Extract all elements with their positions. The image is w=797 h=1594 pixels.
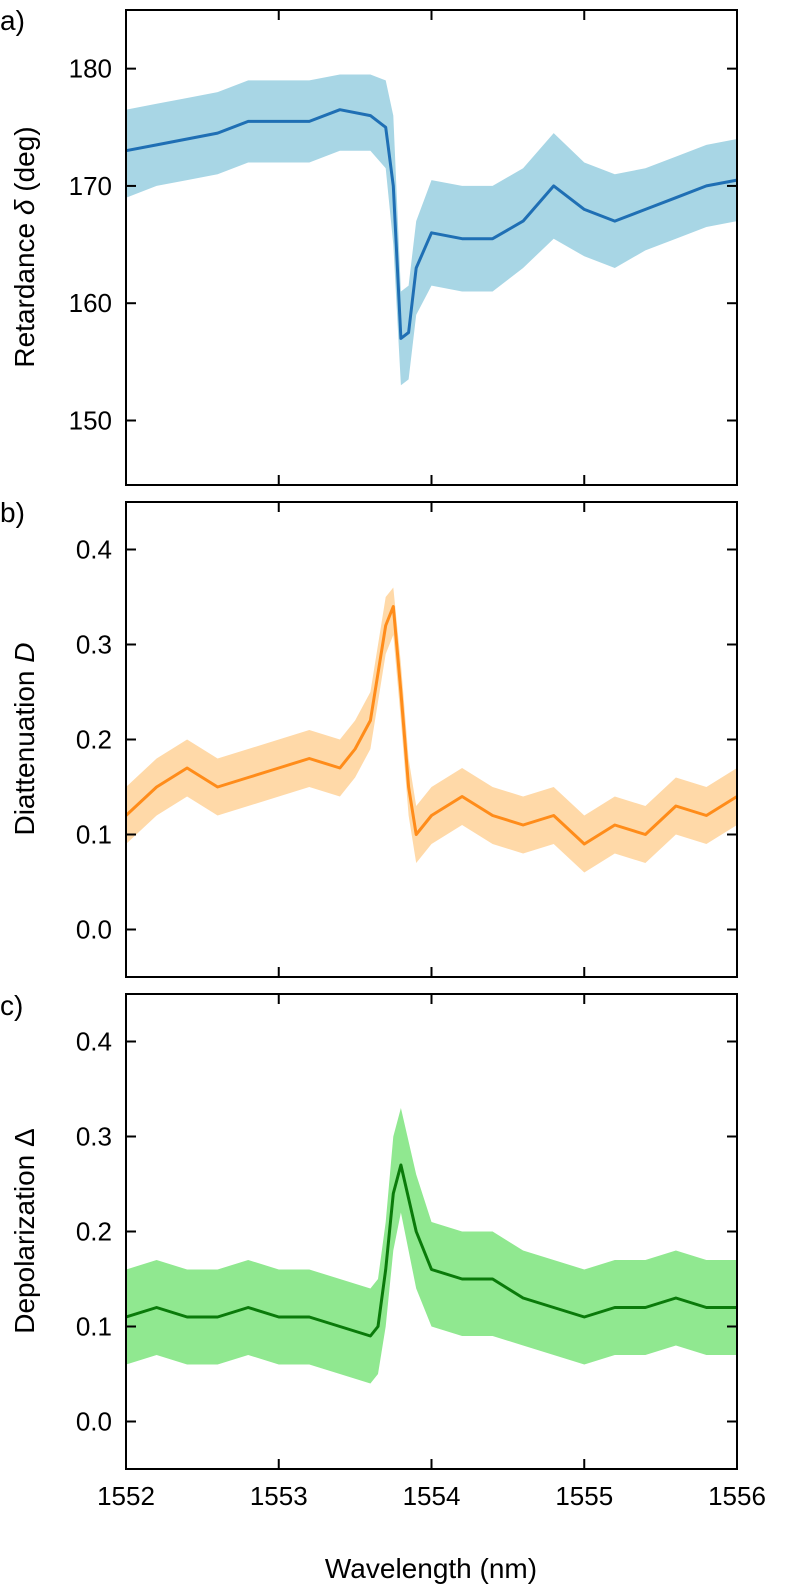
xtick-label: 1553	[250, 1481, 308, 1511]
x-axis-label: Wavelength (nm)	[325, 1553, 537, 1584]
panel-a-ytick-label: 150	[69, 405, 112, 435]
panel-a: a) 150 160 170 180 Retardance δ (deg)	[0, 5, 738, 486]
panel-c: c) 0.00.10.20.30.4 1552 1553 1554 1555 1556 …	[0, 990, 766, 1511]
panel-a-ylabel-suffix: (deg)	[9, 126, 40, 199]
panel-c-xticks: 1552 1553 1554 1555 1556	[97, 994, 766, 1511]
panel-c-yticks: 0.0 0.1 0.2 0.3 0.4	[76, 1027, 737, 1437]
panel-b-ytick-label: 0.1	[76, 820, 112, 850]
panel-a-ytick-label: 180	[69, 54, 112, 84]
panel-b-yticks: 0.0 0.1 0.2 0.3 0.4	[76, 535, 737, 945]
panel-c-ytick-label: 0.0	[76, 1407, 112, 1437]
panel-a-marks	[125, 74, 738, 386]
panel-b-xticks	[125, 502, 738, 977]
panel-b-ytick-label: 0.3	[76, 630, 112, 660]
xtick-label: 1555	[555, 1481, 613, 1511]
panel-a-yticks: 150 160 170 180	[69, 54, 737, 435]
panel-a-mean-line	[125, 108, 738, 340]
panel-a-ylabel: Retardance δ (deg)	[9, 126, 40, 367]
panel-a-ylabel-prefix: Retardance	[9, 215, 40, 368]
panel-c-ylabel-symbol: Δ	[9, 1128, 40, 1147]
panel-c-ylabel: Depolarization Δ	[9, 1128, 40, 1333]
panel-label-c: c)	[0, 990, 23, 1021]
panel-b-uncertainty-band	[126, 587, 737, 873]
panel-b-frame	[125, 501, 738, 978]
panel-b-ytick-label: 0.2	[76, 725, 112, 755]
panel-c-ytick-label: 0.4	[76, 1027, 112, 1057]
panel-a-xticks	[125, 10, 738, 485]
panel-b-ytick-label: 0.4	[76, 535, 112, 565]
panel-b-ylabel-symbol: D	[9, 642, 40, 662]
panel-a-uncertainty-band	[126, 74, 737, 386]
panel-a-ytick-label: 160	[69, 288, 112, 318]
panel-c-ylabel-prefix: Depolarization	[9, 1147, 40, 1334]
xtick-label: 1552	[97, 1481, 155, 1511]
panel-b-ylabel-prefix: Diattenuation	[9, 663, 40, 836]
panel-c-ytick-label: 0.2	[76, 1217, 112, 1247]
panel-b-mean-line	[124, 605, 738, 846]
xtick-label: 1556	[708, 1481, 766, 1511]
panel-c-uncertainty-band	[126, 1108, 737, 1384]
panel-c-mean-line	[125, 1163, 737, 1338]
panel-label-b: b)	[0, 497, 25, 528]
panel-b-ylabel: Diattenuation D	[9, 642, 40, 835]
panel-label-a: a)	[0, 5, 25, 36]
panel-a-ytick-label: 170	[69, 171, 112, 201]
panel-b: b) 0.0 0.1 0.2 0.3 0.4 Diattenuation D	[0, 497, 738, 978]
panel-b-marks	[124, 587, 738, 873]
xtick-label: 1554	[403, 1481, 461, 1511]
panel-b-ytick-label: 0.0	[76, 915, 112, 945]
panel-c-ytick-label: 0.3	[76, 1122, 112, 1152]
panel-a-ylabel-symbol: δ	[9, 199, 40, 215]
panel-c-marks	[125, 1108, 737, 1384]
panel-c-ytick-label: 0.1	[76, 1312, 112, 1342]
